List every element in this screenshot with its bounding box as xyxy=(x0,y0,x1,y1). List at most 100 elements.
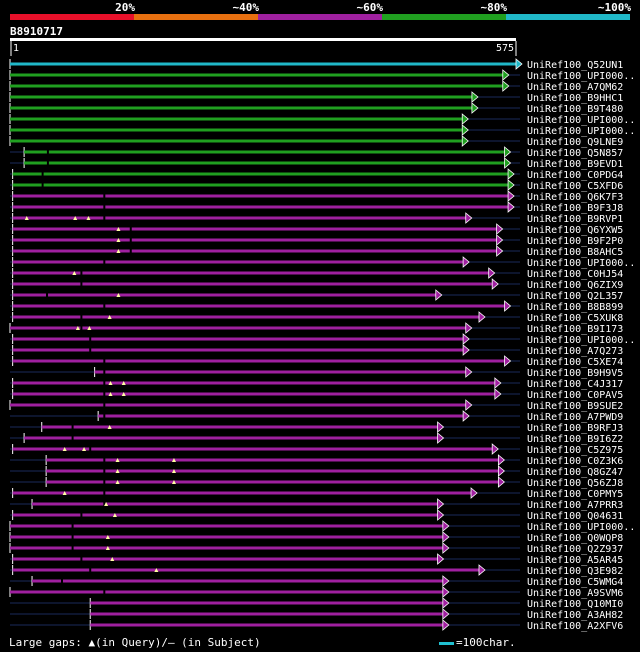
query-gap-marker xyxy=(121,381,126,385)
hit-bar xyxy=(12,282,493,286)
hit-label: UniRef100_C0PDG4 xyxy=(527,170,623,181)
query-gap-marker xyxy=(108,392,113,396)
hit-end-arrow xyxy=(502,69,510,81)
hit-end-arrow xyxy=(488,267,496,279)
hit-bar xyxy=(10,535,443,539)
hit-label: UniRef100_B9RFJ3 xyxy=(527,423,623,434)
hit-end-arrow xyxy=(462,333,470,345)
hit-label: UniRef100_A7QM62 xyxy=(527,82,623,93)
identity-legend-segment xyxy=(258,14,382,20)
hit-end-arrow xyxy=(442,542,450,554)
query-gap-marker xyxy=(62,447,67,451)
query-gap-marker xyxy=(62,491,67,495)
hit-end-arrow xyxy=(497,454,505,466)
hit-label: UniRef100_Q6YXW5 xyxy=(527,225,623,236)
hit-label: UniRef100_C4J317 xyxy=(527,379,623,390)
scale-label: =100char. xyxy=(456,636,516,649)
hit-bar xyxy=(10,95,472,99)
hit-bar xyxy=(90,623,443,627)
hit-bar xyxy=(12,205,509,209)
hit-label: UniRef100_A7PWD9 xyxy=(527,412,623,423)
hit-label: UniRef100_Q2Z937 xyxy=(527,544,623,555)
hit-bar xyxy=(12,513,438,517)
hit-label: UniRef100_UPI000.. xyxy=(527,126,635,137)
hit-end-arrow xyxy=(504,157,512,169)
gaps-legend: Large gaps: ▲(in Query)/– (in Subject) xyxy=(9,636,261,649)
hit-end-arrow xyxy=(491,278,499,290)
query-gap-marker xyxy=(115,458,120,462)
hit-bar xyxy=(10,73,503,77)
query-gap-marker xyxy=(116,238,121,242)
hit-label: UniRef100_B9T480 xyxy=(527,104,623,115)
hit-end-arrow xyxy=(502,80,510,92)
hit-end-arrow xyxy=(465,212,473,224)
hit-label: UniRef100_A9SVM6 xyxy=(527,588,623,599)
hit-end-arrow xyxy=(442,608,450,620)
hit-label: UniRef100_Q5N857 xyxy=(527,148,623,159)
hit-bar xyxy=(12,238,497,242)
query-gap-marker xyxy=(24,216,29,220)
hit-label: UniRef100_Q2L357 xyxy=(527,291,623,302)
query-gap-marker xyxy=(82,447,87,451)
hit-bar xyxy=(32,502,438,506)
hit-bar xyxy=(32,579,443,583)
identity-legend-label: ~40% xyxy=(233,1,260,14)
query-start-label: 1 xyxy=(13,43,19,54)
query-gap-marker xyxy=(171,469,176,473)
query-gap-marker xyxy=(73,216,78,220)
hit-end-arrow xyxy=(507,168,515,180)
hit-bar xyxy=(12,337,464,341)
hit-label: UniRef100_B8B899 xyxy=(527,302,623,313)
hit-label: UniRef100_B9I6Z2 xyxy=(527,434,623,445)
hit-label: UniRef100_A7PRR3 xyxy=(527,500,623,511)
hit-bar xyxy=(90,612,443,616)
identity-legend-label: ~80% xyxy=(481,1,508,14)
hit-label: UniRef100_Q6ZIX9 xyxy=(527,280,623,291)
hit-end-arrow xyxy=(470,487,478,499)
hit-label: UniRef100_C5XFD6 xyxy=(527,181,623,192)
hit-label: UniRef100_Q04631 xyxy=(527,511,623,522)
hit-end-arrow xyxy=(442,520,450,532)
hit-end-arrow xyxy=(465,322,473,334)
hit-end-arrow xyxy=(494,377,502,389)
scale-bar xyxy=(439,641,454,645)
query-gap-marker xyxy=(116,249,121,253)
query-gap-marker xyxy=(87,326,92,330)
hit-bar xyxy=(12,491,472,495)
identity-legend-segment xyxy=(506,14,630,20)
hit-bar xyxy=(98,414,464,418)
hit-label: UniRef100_C5XE74 xyxy=(527,357,623,368)
query-gap-marker xyxy=(154,568,159,572)
hit-end-arrow xyxy=(497,476,505,488)
query-name: B8910717 xyxy=(10,25,63,38)
query-gap-marker xyxy=(75,326,80,330)
hit-end-arrow xyxy=(465,366,473,378)
hit-end-arrow xyxy=(478,564,486,576)
hit-end-arrow xyxy=(461,135,469,147)
hit-bar xyxy=(10,546,443,550)
hit-bar xyxy=(10,62,516,66)
hit-bar xyxy=(10,403,466,407)
hit-label: UniRef100_A7Q273 xyxy=(527,346,623,357)
hit-end-arrow xyxy=(515,58,523,70)
query-gap-marker xyxy=(107,315,112,319)
hit-end-arrow xyxy=(478,311,486,323)
query-gap-marker xyxy=(110,557,115,561)
hit-bar xyxy=(24,150,505,154)
hit-label: UniRef100_C0Z3K6 xyxy=(527,456,623,467)
query-gap-marker xyxy=(105,546,110,550)
query-end-label: 575 xyxy=(496,43,514,54)
hit-label: UniRef100_Q10MI0 xyxy=(527,599,623,610)
hit-label: UniRef100_Q6K7F3 xyxy=(527,192,623,203)
identity-legend-label: 20% xyxy=(115,1,135,14)
hit-bar xyxy=(12,183,509,187)
hit-bar xyxy=(12,447,493,451)
query-bar xyxy=(10,38,516,41)
hit-end-arrow xyxy=(437,421,445,433)
hit-label: UniRef100_A2XFV6 xyxy=(527,621,623,632)
hit-bar xyxy=(12,348,464,352)
hit-end-arrow xyxy=(504,300,512,312)
hit-end-arrow xyxy=(491,443,499,455)
hit-bar xyxy=(90,601,443,605)
